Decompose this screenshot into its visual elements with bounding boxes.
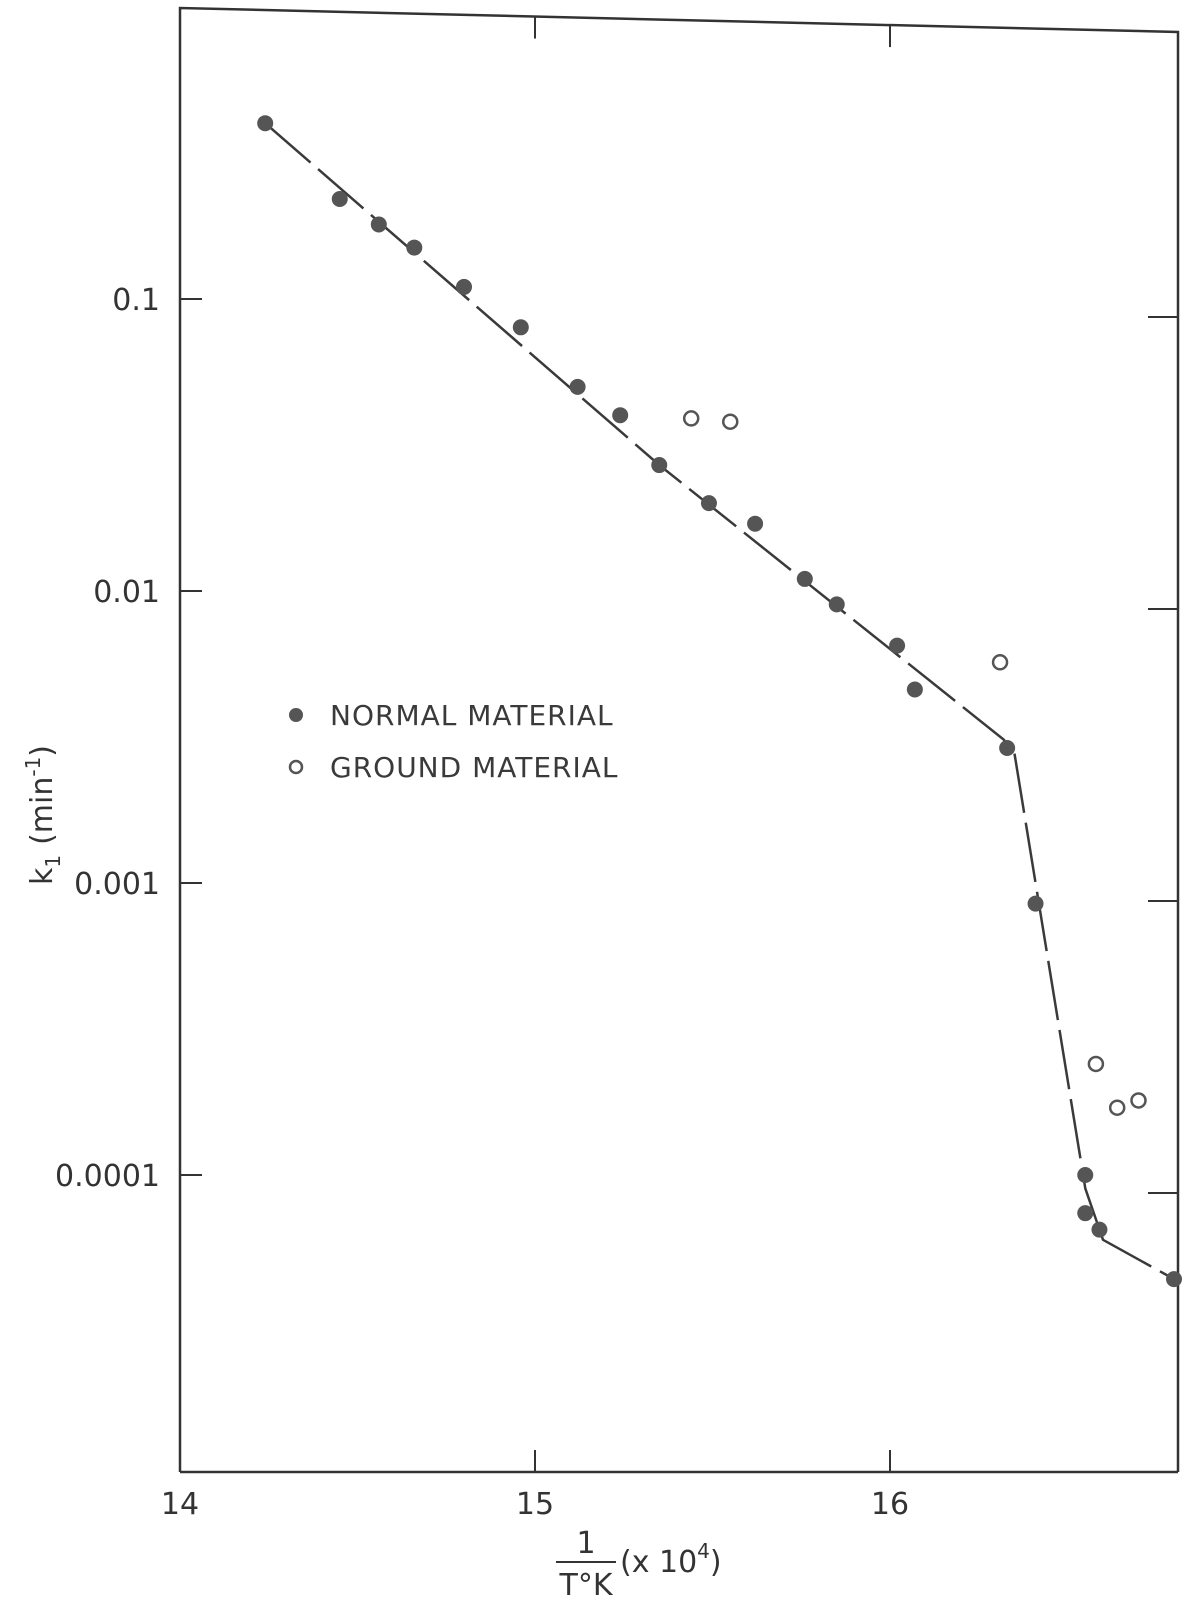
normal-material-point-16 [1027, 895, 1044, 912]
svg-text:(x 104): (x 104) [620, 1539, 722, 1580]
normal-material-point-7 [612, 407, 629, 424]
normal-material-point-1 [331, 191, 348, 208]
ground-material-point-5 [1130, 1092, 1147, 1109]
y-axis-ticks: 0.1 0.01 0.001 0.0001 [55, 283, 1178, 1194]
y-label-main: k [25, 867, 60, 885]
ground-material-point-0 [682, 410, 700, 427]
y-tick-label-0.1: 0.1 [112, 283, 160, 318]
legend-label-normal: NORMAL MATERIAL [330, 699, 614, 732]
x-label-multiplier: (x 10 [620, 1545, 697, 1580]
ground-material-point-4 [1108, 1099, 1126, 1116]
normal-material-point-13 [889, 637, 906, 654]
normal-material-point-5 [512, 319, 529, 336]
normal-material-point-0 [257, 115, 274, 132]
normal-material-point-17 [1077, 1167, 1094, 1183]
normal-material-point-19 [1091, 1221, 1108, 1238]
x-tick-label-15: 15 [516, 1487, 554, 1522]
x-axis-ticks: 14 15 16 [161, 8, 909, 1522]
y-tick-label-0.01: 0.01 [93, 575, 160, 610]
normal-material-point-12 [828, 596, 845, 613]
plot-border-top-sides [178, 6, 1180, 1472]
svg-text:k1(min-1): k1 (min-1) [21, 745, 65, 885]
x-label-exponent: 4 [697, 1539, 710, 1563]
normal-material-point-6 [569, 378, 586, 395]
normal-material-point-11 [796, 570, 813, 587]
plot-frame [178, 6, 1180, 1474]
normal-material-point-3 [406, 239, 423, 256]
normal-material-point-20 [1166, 1271, 1182, 1288]
legend-marker-ground [288, 759, 304, 775]
y-label-unit-exponent: -1 [21, 757, 45, 777]
ground-material-point-2 [991, 654, 1009, 671]
y-label-unit-close: ) [25, 745, 60, 757]
legend-marker-normal [289, 708, 303, 722]
legend: NORMAL MATERIAL GROUND MATERIAL [288, 699, 619, 784]
normal-material-point-15 [999, 739, 1016, 756]
x-tick-label-14: 14 [161, 1487, 199, 1522]
normal-material-point-18 [1077, 1205, 1094, 1222]
y-tick-label-0.001: 0.001 [74, 867, 160, 902]
normal-material-point-9 [700, 495, 717, 512]
normal-material-point-10 [747, 515, 764, 532]
ground-material-point-3 [1087, 1055, 1105, 1073]
y-label-unit-open: (min [25, 777, 60, 845]
y-axis-label: k1 (min-1) [21, 745, 65, 885]
normal-material-point-2 [370, 216, 387, 233]
y-tick-label-0.0001: 0.0001 [55, 1159, 160, 1194]
x-label-close: ) [710, 1545, 722, 1580]
normal-material-point-4 [456, 278, 472, 295]
x-label-denominator: T°K [559, 1568, 614, 1603]
x-label-numerator: 1 [576, 1526, 595, 1561]
normal-material-point-14 [906, 681, 923, 698]
ground-material-point-1 [722, 413, 739, 430]
normal-material-point-8 [651, 457, 668, 474]
data-points-group [257, 115, 1182, 1288]
x-axis-label: 1 T°K (x 104) [556, 1526, 722, 1603]
legend-label-ground: GROUND MATERIAL [330, 751, 619, 784]
y-label-subscript: 1 [41, 855, 65, 868]
x-tick-label-16: 16 [871, 1487, 909, 1522]
